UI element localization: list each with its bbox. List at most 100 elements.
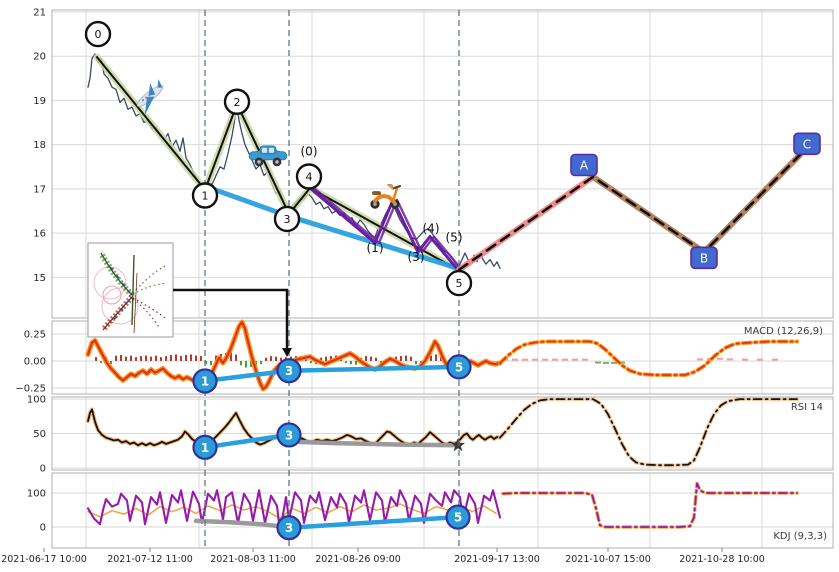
kdj-marker-3 [276, 515, 302, 541]
macd-hist-bar [100, 360, 102, 364]
abc-label: A [580, 158, 589, 172]
rsi-y-tick-label: 50 [33, 429, 46, 440]
wave-circle-label: 1 [202, 190, 209, 203]
inset-connector-arrowhead [282, 348, 292, 357]
kdj-layer [86, 481, 799, 534]
macd-marker-3 [276, 358, 302, 384]
macd-hist-bar [435, 354, 437, 361]
rsi-forecast-glow [498, 397, 799, 468]
macd-hist-bar [165, 356, 167, 361]
sub-wave-line [308, 186, 460, 272]
macd-marker-label: 3 [285, 364, 293, 378]
macd-forecast-dash [552, 358, 558, 361]
rsi-marker-3 [276, 422, 302, 448]
x-tick-label: 2021-08-03 11:00 [210, 554, 296, 565]
main-panel-frame [51, 9, 834, 319]
wave-circle-5 [445, 269, 473, 297]
macd-forecast-dash [619, 361, 625, 364]
macd-hist-bar [175, 354, 177, 361]
macd-marker-label: 1 [201, 374, 209, 388]
scooter-icon [370, 183, 402, 209]
inset-connector-line [173, 288, 289, 349]
macd-hist-bar [410, 356, 412, 361]
rsi-star-marker [450, 437, 466, 452]
macd-hist-bar [155, 355, 157, 361]
forecast-dashed-line [457, 153, 802, 272]
annotation-layer: (0) (1) (3) (4) (5) 0 1 2 3 4 5 A B C 1 3 5 1 3 3 5 [84, 20, 821, 541]
wave-circle-label: 3 [284, 213, 291, 226]
macd-hist-bar [120, 355, 122, 361]
macd-forecast-dash [742, 358, 748, 361]
inset-red-line [102, 296, 133, 331]
car-icon [248, 145, 288, 167]
macd-hist-bar [245, 360, 247, 368]
macd-hist-bar [380, 360, 382, 364]
macd-hist-bar [430, 355, 432, 361]
macd-hist-bar [325, 356, 327, 361]
macd-hist-bar [310, 360, 312, 364]
x-tick-label: 2021-06-17 10:00 [1, 554, 87, 565]
wave-circle-label: 4 [306, 170, 313, 183]
wave-paren-label: (5) [446, 231, 463, 245]
sub-wave-line-2 [312, 186, 464, 271]
macd-forecast-dash [717, 357, 723, 360]
macd-layer [85, 319, 799, 392]
macd-hist-bar [115, 355, 117, 361]
main-y-tick-label: 19 [33, 96, 46, 107]
macd-forecast-dash [572, 358, 578, 361]
macd-forecast-glow [498, 339, 799, 377]
macd-hist-bar [200, 356, 202, 361]
wave-circle-0 [84, 20, 112, 48]
axis-layer: 2021-06-17 10:00 2021-07-12 11:00 2021-08-… [1, 7, 765, 565]
macd-forecast-dash [532, 358, 538, 361]
main-y-tick-label: 15 [33, 273, 46, 284]
wave-circle-3 [273, 205, 301, 233]
wave-paren-label: (1) [367, 241, 384, 255]
macd-hist-bar [405, 355, 407, 361]
macd-hist-bar [130, 355, 132, 361]
x-tick-label: 2021-07-12 11:00 [107, 554, 193, 565]
macd-hist-bar [180, 356, 182, 361]
kdj-y-tick-label: 100 [27, 488, 46, 499]
inset-blue-ticks [109, 266, 132, 320]
macd-hist-bar [415, 360, 417, 365]
macd-legend: MACD (12,26,9) [744, 326, 823, 337]
macd-hist-bar [240, 360, 242, 366]
forecast-brown-segment [590, 151, 803, 256]
inset-vertical-line [133, 272, 138, 334]
wave-circle-1 [191, 182, 219, 209]
kdj-marker-label: 5 [454, 511, 462, 525]
macd-hist-bar [370, 356, 372, 361]
main-y-tick-label: 18 [33, 140, 46, 151]
macd-hist-bar [265, 357, 267, 361]
wave-circle-label: 2 [234, 96, 241, 109]
macd-hist-bar [250, 360, 252, 367]
macd-trendline-blue [202, 364, 462, 384]
main-y-tick-label: 21 [33, 7, 46, 18]
macd-forecast-dash [562, 358, 568, 361]
kdj-trendline-blue [286, 514, 461, 530]
macd-hist-bar [280, 357, 282, 361]
inset-connector [173, 288, 292, 357]
kdj-marker-label: 3 [285, 521, 293, 535]
macd-hist-bar [330, 356, 332, 361]
kdj-panel-frame [51, 472, 834, 549]
macd-marker-5 [446, 354, 472, 380]
macd-hist-bar [275, 356, 277, 361]
main-y-tick-label: 16 [33, 229, 46, 240]
wave-circle-label: 0 [95, 28, 102, 41]
rsi-y-tick-label: 100 [27, 395, 46, 406]
x-tick-label: 2021-08-26 09:00 [315, 554, 401, 565]
macd-forecast-dash [757, 358, 763, 361]
abc-box-C [793, 132, 821, 156]
macd-hist-bar [210, 360, 212, 366]
grid-layer [51, 9, 834, 549]
rsi-marker-1 [192, 434, 218, 460]
abc-label: B [700, 251, 708, 265]
macd-marker-1 [192, 368, 218, 394]
macd-forecast-dash [542, 358, 548, 361]
main-y-tick-label: 17 [33, 184, 46, 195]
macd-hist-bar [320, 357, 322, 361]
